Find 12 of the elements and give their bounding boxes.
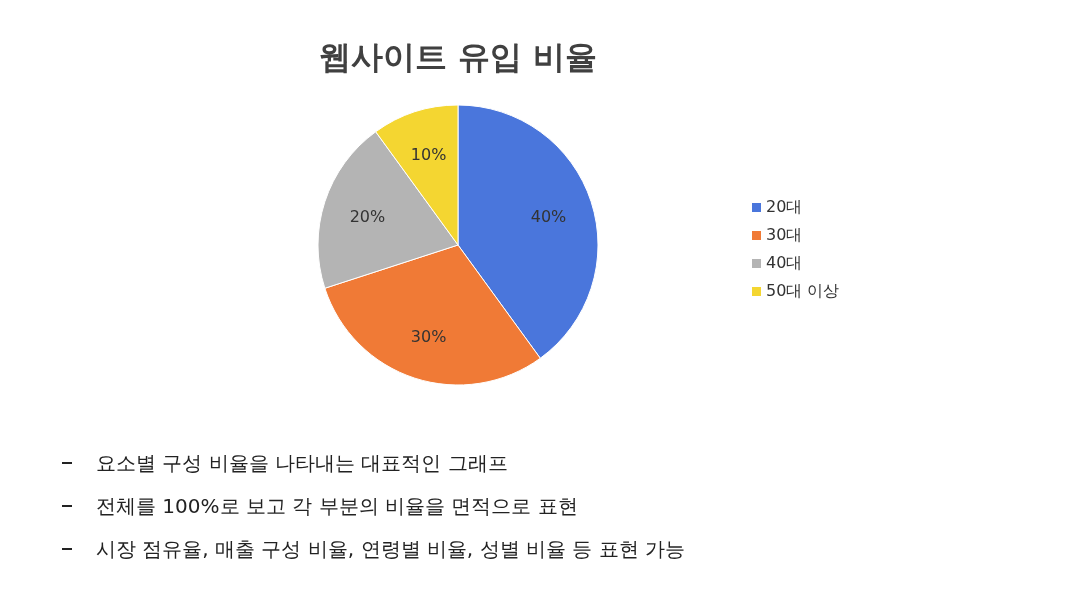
legend-label: 30대 [766, 225, 803, 244]
text: 요소별 구성 비율을 나타내는 대표적인 그래프 [96, 451, 508, 475]
legend-label: 40대 [766, 253, 803, 272]
chart-title: 웹사이트 유입 비율 [318, 38, 598, 76]
text: 시장 점유율, 매출 구성 비율, 연령별 비율, 성별 비율 등 표현 가능 [96, 537, 686, 561]
data-label: 20% [349, 206, 386, 226]
legend-label: 50대 이상 [766, 281, 840, 300]
data-label: 30% [410, 326, 447, 346]
data-label: 10% [410, 145, 447, 165]
data-label: 40% [530, 206, 567, 226]
legend-label: 20대 [766, 197, 803, 216]
text: 전체를 100%로 보고 각 부분의 비율을 면적으로 표현 [96, 494, 578, 518]
